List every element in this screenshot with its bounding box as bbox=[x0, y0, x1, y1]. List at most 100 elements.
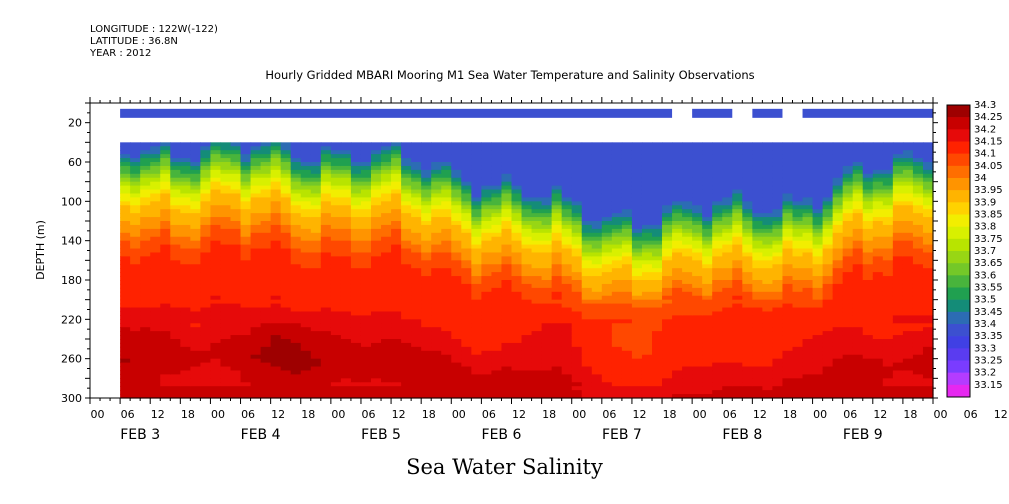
field-cell bbox=[431, 209, 442, 214]
field-cell bbox=[762, 240, 774, 246]
field-cell bbox=[350, 232, 362, 238]
field-cell bbox=[210, 181, 222, 187]
field-cell bbox=[561, 394, 573, 399]
field-cell bbox=[350, 165, 362, 171]
field-cell bbox=[672, 303, 683, 309]
field-cell bbox=[360, 165, 372, 171]
field-cell bbox=[732, 323, 743, 328]
field-cell bbox=[591, 142, 603, 147]
field-cell bbox=[621, 358, 633, 364]
field-cell bbox=[441, 232, 452, 238]
field-cell bbox=[200, 335, 212, 340]
field-cell bbox=[371, 181, 382, 187]
field-cell bbox=[742, 374, 753, 379]
field-cell bbox=[330, 331, 342, 336]
field-cell bbox=[742, 248, 753, 254]
field-cell bbox=[742, 154, 753, 159]
field-cell bbox=[862, 303, 874, 309]
field-cell bbox=[722, 209, 733, 214]
field-cell bbox=[381, 150, 392, 155]
field-cell bbox=[320, 366, 332, 372]
field-cell bbox=[360, 303, 372, 309]
field-cell bbox=[220, 370, 232, 375]
field-cell bbox=[381, 217, 392, 222]
field-cell bbox=[852, 386, 864, 391]
field-cell bbox=[260, 209, 272, 214]
field-cell bbox=[722, 162, 733, 167]
field-cell bbox=[601, 173, 613, 179]
field-cell bbox=[682, 221, 693, 226]
field-cell bbox=[270, 217, 282, 222]
field-cell bbox=[491, 280, 503, 285]
field-cell bbox=[712, 213, 723, 218]
field-cell bbox=[652, 331, 663, 336]
field-cell bbox=[812, 260, 824, 265]
field-cell bbox=[290, 283, 302, 289]
field-cell bbox=[832, 342, 844, 348]
field-cell bbox=[672, 201, 683, 206]
field-cell bbox=[190, 276, 201, 281]
field-cell bbox=[240, 315, 252, 320]
field-cell bbox=[350, 358, 362, 364]
field-cell bbox=[280, 248, 292, 254]
field-cell bbox=[561, 315, 573, 320]
field-cell bbox=[451, 158, 462, 163]
field-cell bbox=[662, 244, 673, 250]
field-cell bbox=[511, 342, 523, 348]
field-cell bbox=[702, 390, 713, 395]
field-cell bbox=[170, 146, 181, 151]
field-cell bbox=[170, 142, 181, 147]
field-cell bbox=[852, 299, 864, 305]
field-cell bbox=[160, 162, 171, 167]
field-cell bbox=[371, 146, 382, 151]
field-cell bbox=[260, 189, 272, 195]
field-cell bbox=[822, 390, 834, 395]
field-cell bbox=[210, 193, 222, 198]
field-cell bbox=[571, 315, 583, 320]
field-cell bbox=[401, 240, 412, 246]
field-cell bbox=[702, 228, 713, 234]
field-cell bbox=[782, 162, 794, 167]
field-cell bbox=[641, 358, 653, 364]
field-cell bbox=[531, 354, 543, 360]
field-cell bbox=[421, 177, 432, 183]
field-cell bbox=[491, 283, 503, 289]
field-cell bbox=[551, 327, 563, 332]
field-cell bbox=[310, 358, 322, 364]
field-cell bbox=[832, 268, 844, 273]
field-cell bbox=[531, 264, 543, 269]
field-cell bbox=[682, 146, 693, 151]
field-cell bbox=[160, 232, 171, 238]
field-cell bbox=[802, 169, 814, 175]
field-cell bbox=[230, 224, 242, 230]
field-cell bbox=[531, 268, 543, 273]
field-cell bbox=[591, 342, 603, 348]
field-cell bbox=[692, 386, 703, 391]
field-cell bbox=[702, 221, 713, 226]
field-cell bbox=[832, 331, 844, 336]
field-cell bbox=[792, 177, 804, 183]
field-cell bbox=[451, 362, 462, 368]
field-cell bbox=[310, 252, 322, 257]
field-cell bbox=[862, 193, 874, 198]
field-cell bbox=[772, 205, 784, 210]
field-cell bbox=[782, 217, 794, 222]
field-cell bbox=[601, 319, 613, 324]
field-cell bbox=[682, 181, 693, 187]
field-cell bbox=[160, 283, 171, 289]
field-cell bbox=[852, 224, 864, 230]
field-cell bbox=[320, 201, 332, 206]
field-cell bbox=[762, 224, 774, 230]
field-cell bbox=[581, 221, 593, 226]
field-cell bbox=[511, 283, 523, 289]
field-cell bbox=[401, 264, 412, 269]
field-cell bbox=[461, 346, 472, 352]
field-cell bbox=[250, 291, 262, 297]
field-cell bbox=[702, 342, 713, 348]
field-cell bbox=[621, 217, 633, 222]
field-cell bbox=[792, 342, 804, 348]
field-cell bbox=[872, 390, 884, 395]
field-cell bbox=[481, 197, 493, 202]
field-cell bbox=[220, 319, 232, 324]
field-cell bbox=[401, 315, 412, 320]
